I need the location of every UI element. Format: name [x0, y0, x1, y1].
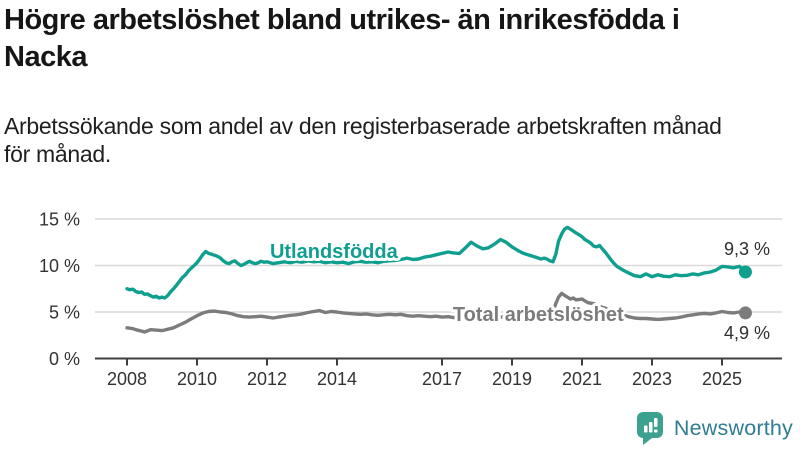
page-title: Högre arbetslöshet bland utrikes- än inr… [4, 2, 680, 76]
chart-subtitle: Arbetssökande som andel av den registerb… [4, 112, 722, 168]
x-axis-label: 2010 [177, 369, 217, 389]
y-axis-label: 15 % [39, 210, 80, 230]
series-end-dot [738, 265, 752, 279]
x-axis-label: 2021 [562, 369, 602, 389]
newsworthy-wordmark: Newsworthy [673, 415, 793, 440]
title-line: Högre arbetslöshet bland utrikes- än inr… [4, 4, 680, 36]
subtitle-line: för månad. [4, 141, 111, 167]
x-axis-label: 2012 [247, 369, 287, 389]
end-value-label: 9,3 % [724, 239, 770, 259]
x-axis-label: 2017 [422, 369, 462, 389]
title-line: Nacka [4, 41, 87, 73]
y-axis-label: 5 % [49, 303, 80, 323]
unemployment-line-chart: 0 % 5 % 10 % 15 % 2008 2010 2012 2014 2017 2019 20… [39, 210, 782, 389]
x-axis-label: 2014 [317, 369, 357, 389]
x-axis-label: 2025 [702, 369, 742, 389]
x-axis-label: 2008 [107, 369, 147, 389]
y-axis-label: 0 % [49, 349, 80, 369]
series-label: Utlandsfödda [270, 241, 399, 263]
newsworthy-logo[interactable]: Newsworthy [635, 410, 793, 446]
x-axis-label: 2023 [632, 369, 672, 389]
series-label: Total arbetslöshet [453, 304, 624, 326]
x-axis-label: 2019 [492, 369, 532, 389]
bar-chart-speech-bubble-icon [636, 412, 663, 445]
y-axis-label: 10 % [39, 256, 80, 276]
series-line-utlandsf-dda [125, 225, 748, 300]
series-line-total-arbetsl-shet [125, 291, 748, 334]
subtitle-line: Arbetssökande som andel av den registerb… [4, 113, 722, 139]
end-value-label: 4,9 % [724, 323, 770, 343]
series-end-dot [738, 306, 752, 320]
